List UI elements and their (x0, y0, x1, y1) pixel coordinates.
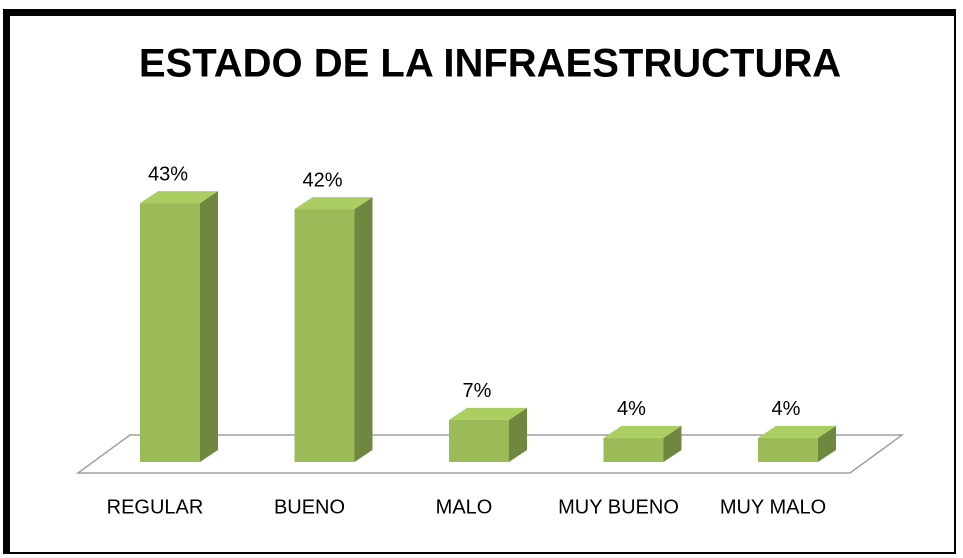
x-tick-label: MUY MALO (720, 496, 826, 518)
bar-top (758, 425, 836, 438)
x-tick-label: MUY BUENO (558, 496, 679, 518)
bar-top (603, 425, 682, 438)
value-label: 7% (463, 380, 492, 402)
bar-side (818, 425, 836, 462)
bar-side (663, 425, 682, 462)
x-tick-label: BUENO (274, 496, 345, 518)
bar-top (294, 197, 373, 210)
bar (449, 419, 509, 462)
value-label: 4% (617, 398, 646, 420)
bar-top (449, 407, 527, 420)
x-tick-label: MALO (436, 496, 493, 518)
chart-title: ESTADO DE LA INFRAESTRUCTURA (139, 42, 841, 86)
bar-top (140, 191, 218, 204)
bar (140, 203, 200, 462)
value-label: 43% (148, 163, 188, 185)
bar (603, 437, 664, 462)
bar (758, 437, 818, 462)
value-label: 42% (302, 169, 342, 191)
value-label: 4% (772, 398, 801, 420)
bar-side (200, 191, 218, 462)
x-tick-label: REGULAR (107, 496, 204, 518)
bar-side (509, 407, 527, 462)
chart-frame (3, 9, 956, 554)
bar-side (354, 197, 373, 462)
bar (294, 209, 355, 462)
